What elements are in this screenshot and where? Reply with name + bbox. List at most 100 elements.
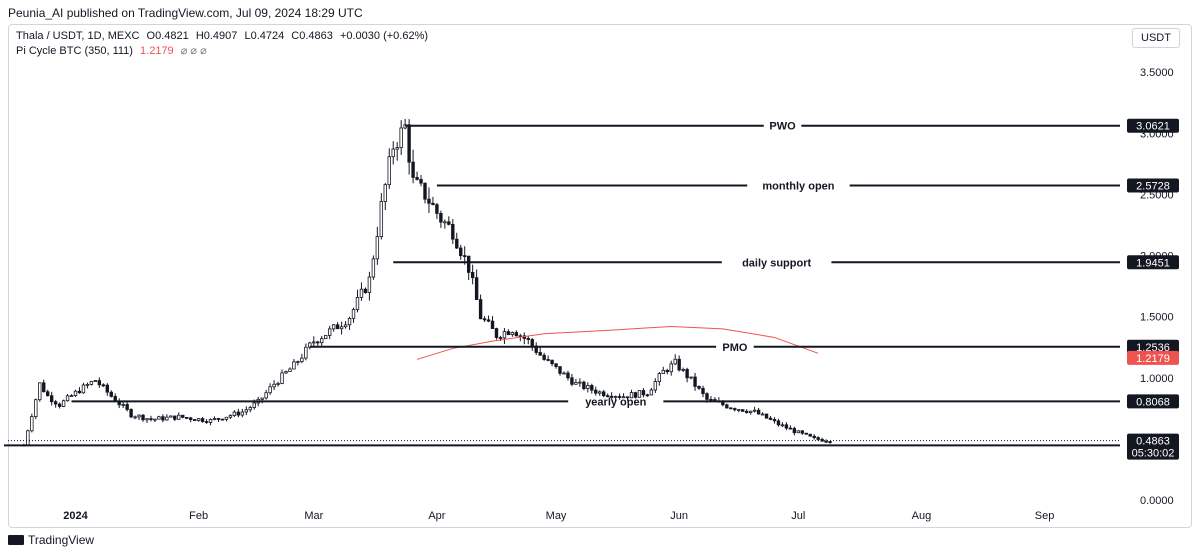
- candle-body: [363, 288, 368, 294]
- candle-body: [431, 202, 435, 206]
- candle: [649, 387, 654, 396]
- candle: [280, 369, 284, 385]
- level-label: PMO: [722, 342, 748, 354]
- candle-body: [506, 331, 511, 335]
- candle-body: [772, 419, 777, 422]
- candle: [391, 141, 395, 165]
- candle-body: [816, 437, 820, 440]
- candle: [347, 316, 352, 330]
- candle-body: [641, 390, 646, 396]
- candle: [73, 389, 78, 398]
- candle-body: [387, 156, 391, 186]
- candle-body: [407, 124, 411, 163]
- candle: [379, 193, 384, 240]
- candle: [510, 331, 515, 337]
- candle: [324, 335, 328, 340]
- candle: [737, 409, 741, 413]
- candle: [141, 413, 145, 422]
- candle: [558, 366, 562, 376]
- candle: [768, 416, 773, 421]
- candle: [780, 422, 785, 428]
- candle-body: [423, 182, 427, 200]
- indicator-name: Pi Cycle BTC (350, 111): [16, 45, 133, 57]
- candle: [42, 379, 46, 393]
- candle: [439, 210, 443, 228]
- candle: [808, 433, 812, 437]
- candle: [395, 142, 399, 161]
- candle-body: [677, 358, 681, 371]
- candle: [97, 377, 102, 388]
- candle: [598, 390, 602, 396]
- x-tick-label: Jul: [791, 510, 805, 522]
- candle-body: [637, 390, 642, 398]
- candle: [772, 417, 777, 424]
- candle-body: [105, 384, 109, 393]
- candle-body: [169, 415, 173, 418]
- candle-body: [204, 421, 209, 423]
- candle: [339, 321, 344, 335]
- candle: [542, 352, 546, 361]
- indicator-legend[interactable]: Pi Cycle BTC (350, 111) 1.2179 ⌀ ⌀ ⌀: [16, 44, 207, 57]
- candle: [605, 393, 610, 398]
- candle-body: [490, 320, 495, 329]
- candle-body: [419, 179, 423, 184]
- candle: [93, 380, 98, 382]
- level-price-tag-bg: [1127, 178, 1179, 193]
- candle-body: [339, 326, 344, 330]
- level-price-tag: 3.0621: [1136, 121, 1170, 133]
- candle: [320, 336, 324, 346]
- candle: [741, 409, 745, 412]
- candle-body: [133, 416, 137, 419]
- chart-frame[interactable]: [8, 24, 1192, 528]
- candle-body: [613, 396, 618, 398]
- candle: [181, 414, 185, 419]
- candle: [403, 118, 407, 130]
- y-tick-label: 1.0000: [1140, 373, 1174, 385]
- candle: [272, 380, 276, 391]
- candle-body: [149, 418, 153, 421]
- candle-body: [46, 391, 50, 397]
- candle: [407, 119, 411, 175]
- candle-body: [756, 409, 761, 415]
- candle: [574, 378, 578, 385]
- candle: [228, 414, 233, 420]
- candle: [443, 219, 447, 229]
- candle: [701, 385, 705, 398]
- candle: [204, 419, 209, 424]
- candle-body: [268, 386, 272, 394]
- candle: [165, 414, 169, 421]
- candle: [316, 340, 320, 346]
- candle-body: [224, 416, 229, 420]
- level-price-tag: 0.8068: [1136, 396, 1170, 408]
- candle-body: [486, 319, 491, 322]
- candle: [351, 307, 356, 323]
- candle: [61, 399, 66, 408]
- candle: [582, 380, 586, 391]
- candle: [89, 380, 94, 386]
- candle-body: [594, 389, 598, 394]
- candle: [435, 202, 439, 219]
- candle: [566, 370, 570, 381]
- candle: [224, 416, 229, 422]
- candle: [65, 393, 70, 402]
- candle: [641, 388, 646, 398]
- candle: [331, 324, 336, 332]
- candle: [685, 367, 689, 383]
- candle-body: [97, 380, 102, 386]
- currency-button[interactable]: USDT: [1132, 28, 1180, 48]
- candle: [482, 316, 487, 323]
- candle-body: [570, 377, 574, 385]
- candle: [673, 354, 677, 366]
- candle: [169, 415, 173, 418]
- candle-body: [331, 324, 336, 330]
- candle: [371, 255, 376, 280]
- candle: [689, 376, 693, 380]
- candle-body: [621, 396, 626, 399]
- level-price-tag: 1.9451: [1136, 257, 1170, 269]
- candle-body: [598, 391, 602, 394]
- candle-body: [200, 418, 205, 422]
- candle-body: [494, 328, 499, 338]
- candle: [554, 363, 558, 369]
- y-tick-label: 0.0000: [1140, 495, 1174, 507]
